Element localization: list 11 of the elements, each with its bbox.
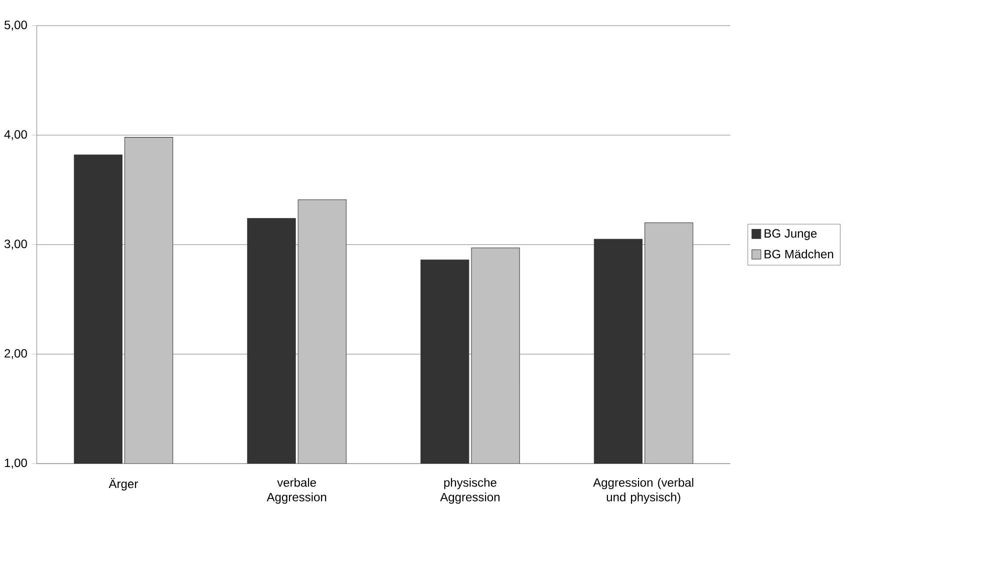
- legend-label: BG Junge: [764, 229, 817, 240]
- y-tick-label: 4,00: [4, 130, 27, 140]
- y-tick-label: 3,00: [4, 239, 27, 250]
- x-tick-label: Aggression (verbal und physisch): [593, 478, 694, 504]
- x-tick-label: physische Aggression: [440, 478, 500, 504]
- legend-label: BG Mädchen: [764, 249, 834, 258]
- y-tick-label: 1,00: [4, 458, 27, 468]
- x-tick-label: verbale Aggression: [266, 478, 326, 504]
- x-tick-label: Ärger: [108, 478, 138, 490]
- y-tick-label: 2,00: [4, 348, 27, 359]
- y-tick-label: 5,00: [4, 20, 27, 30]
